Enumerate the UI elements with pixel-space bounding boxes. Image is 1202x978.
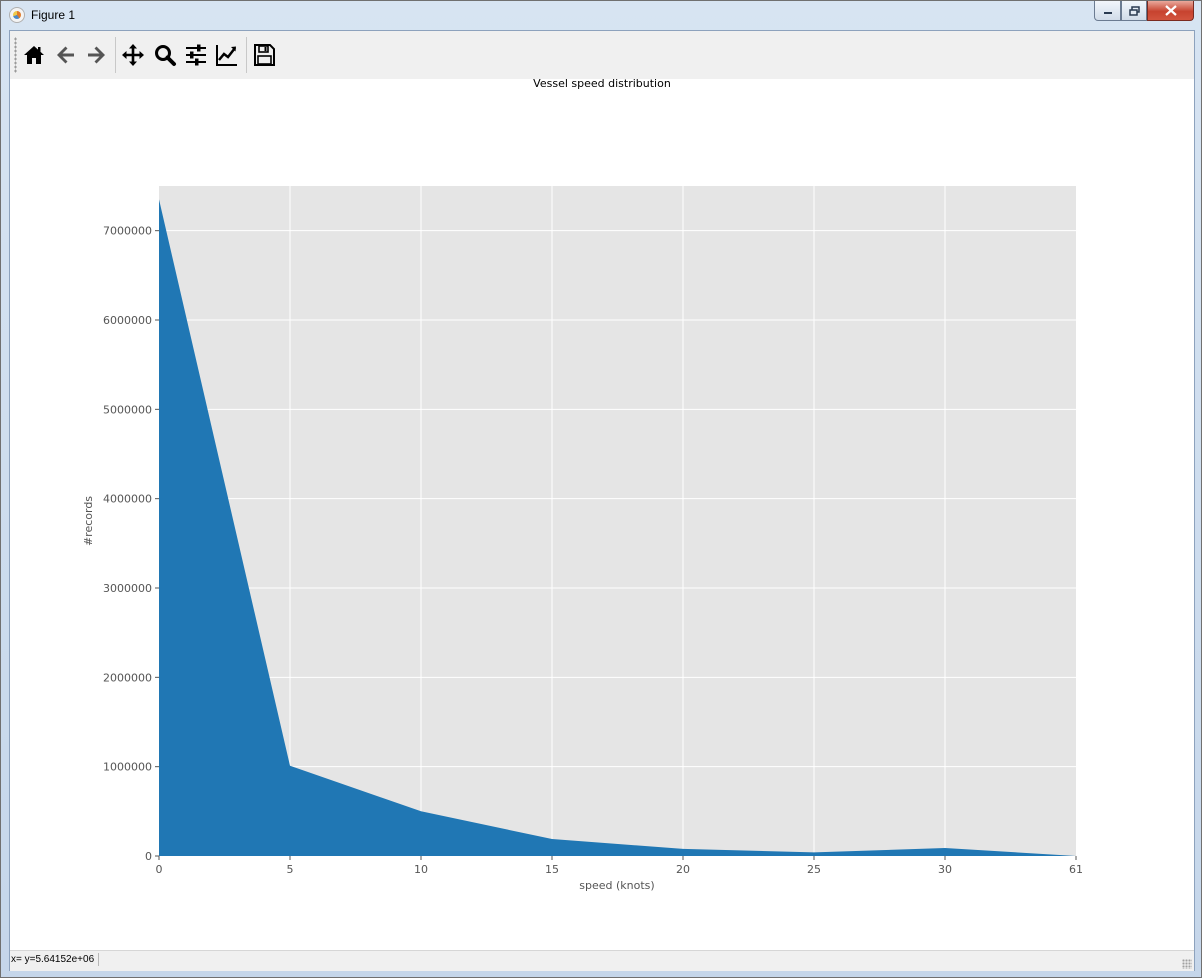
zoom-button[interactable] xyxy=(151,41,179,69)
magnifier-icon xyxy=(155,45,176,66)
title-bar[interactable]: Figure 1 xyxy=(1,1,1201,30)
y-tick-label: 1000000 xyxy=(103,761,152,774)
x-axis-label: speed (knots) xyxy=(579,879,654,892)
edit-axes-button[interactable] xyxy=(213,41,241,69)
status-bar: x= y=5.64152e+06 xyxy=(10,950,1194,971)
y-axis-label: #records xyxy=(82,496,95,546)
x-tick-label: 25 xyxy=(807,863,821,876)
y-tick-label: 5000000 xyxy=(103,403,152,416)
sliders-icon xyxy=(186,44,206,66)
restore-icon xyxy=(1128,5,1140,16)
toolbar-grip[interactable] xyxy=(14,37,17,73)
navigation-toolbar xyxy=(10,31,1194,80)
figure-canvas[interactable]: Vessel speed distribution 0 5 10 15 20 25 30 61… xyxy=(10,77,1194,949)
back-button[interactable] xyxy=(52,41,80,69)
forward-button[interactable] xyxy=(82,41,110,69)
x-tick-label: 0 xyxy=(156,863,163,876)
close-icon xyxy=(1164,5,1177,16)
figure-client-area: Vessel speed distribution 0 5 10 15 20 25 30 61… xyxy=(9,30,1195,971)
x-tick-label: 61 xyxy=(1069,863,1083,876)
toolbar-separator xyxy=(115,37,116,73)
chart-title: Vessel speed distribution xyxy=(533,79,671,90)
toolbar-separator xyxy=(246,37,247,73)
move-icon xyxy=(122,44,144,66)
subplots-button[interactable] xyxy=(182,41,210,69)
area-series xyxy=(159,199,1076,856)
y-tick-label: 6000000 xyxy=(103,314,152,327)
x-tick-label: 5 xyxy=(287,863,294,876)
matplotlib-app-icon xyxy=(9,7,25,23)
minimize-icon xyxy=(1103,11,1112,14)
axes-background xyxy=(159,186,1076,856)
floppy-disk-icon xyxy=(254,44,275,66)
cursor-coordinates: x= y=5.64152e+06 xyxy=(10,953,100,966)
x-tick-label: 10 xyxy=(414,863,428,876)
resize-grip[interactable] xyxy=(1182,959,1192,969)
arrow-right-icon xyxy=(88,46,105,64)
x-tick-label: 15 xyxy=(545,863,559,876)
x-tick-label: 30 xyxy=(938,863,952,876)
y-tick-label: 4000000 xyxy=(103,493,152,506)
y-tick-label: 0 xyxy=(145,850,152,863)
plot-area: 0 5 10 15 20 25 30 61 0 1000000 2000000 3000000 4000… xyxy=(103,186,1083,876)
arrow-left-icon xyxy=(57,46,74,64)
y-tick-label: 3000000 xyxy=(103,582,152,595)
line-chart-icon xyxy=(216,45,237,66)
save-button[interactable] xyxy=(250,41,278,69)
home-button[interactable] xyxy=(20,41,48,69)
pan-button[interactable] xyxy=(119,41,147,69)
maximize-button[interactable] xyxy=(1121,1,1147,21)
close-button[interactable] xyxy=(1147,1,1194,21)
y-tick-label: 2000000 xyxy=(103,671,152,684)
home-icon xyxy=(24,46,44,64)
y-tick-label: 7000000 xyxy=(103,225,152,238)
chart-svg[interactable]: Vessel speed distribution 0 5 10 15 20 25 30 61… xyxy=(10,77,1194,949)
minimize-button[interactable] xyxy=(1094,1,1121,21)
x-tick-label: 20 xyxy=(676,863,690,876)
window-title: Figure 1 xyxy=(31,8,76,22)
